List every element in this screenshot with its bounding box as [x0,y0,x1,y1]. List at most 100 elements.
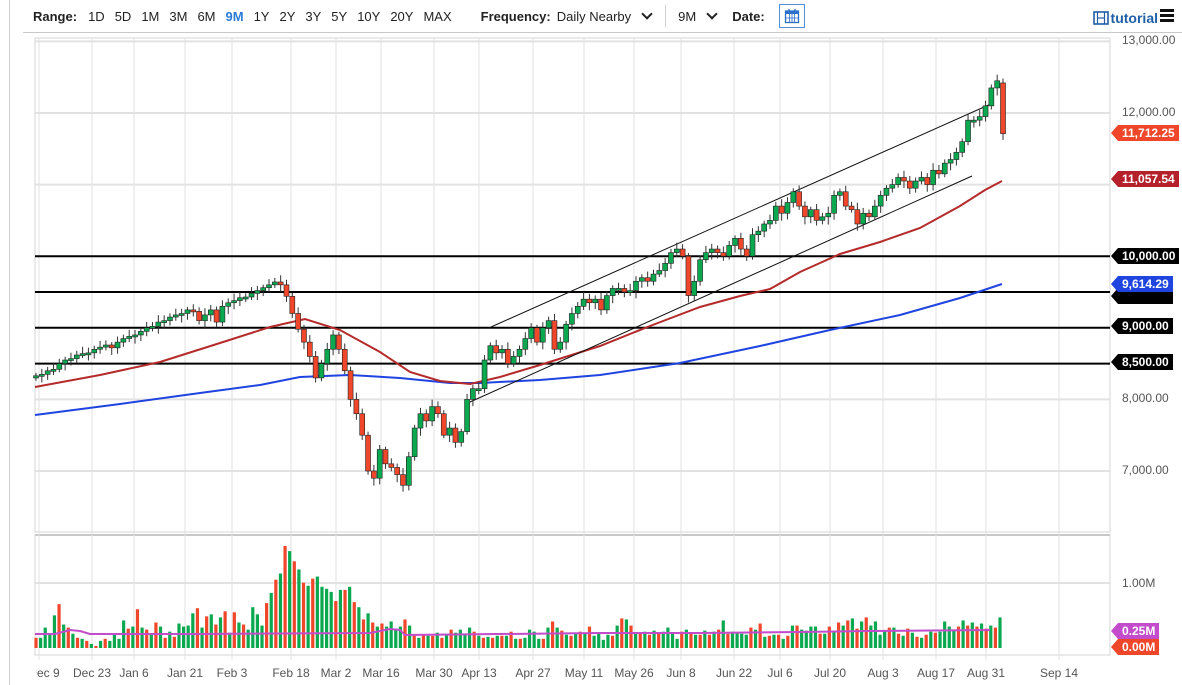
volume-bar [855,628,859,648]
candle-down [423,413,430,422]
volume-bar [804,630,808,648]
candle-down [586,298,593,304]
volume-bar [717,629,721,648]
volume-bar [467,627,472,648]
range-button-2y[interactable]: 2Y [279,8,296,24]
volume-bar [440,637,444,648]
candle-down [371,470,377,479]
candle-up [475,388,482,391]
y-axis-label: 13,000.00 [1122,33,1176,48]
volume-bar [426,635,430,648]
level-tag-10000: 10,000.00 [1110,248,1180,264]
volume-bar [610,635,615,648]
candle-up [417,413,424,429]
volume-bar [712,631,716,648]
calendar-icon [784,9,799,24]
range-button-9m[interactable]: 9M [225,8,244,24]
volume-bar [209,614,213,648]
candle-up [557,341,564,350]
volume-bar [352,602,356,648]
candle-up [126,336,133,339]
volume-bar [906,628,910,648]
volume-bar [278,573,283,648]
volume-bar [472,631,476,648]
period-dropdown[interactable]: 9M [678,8,726,24]
range-button-10y[interactable]: 10Y [357,8,381,24]
candle-up [470,388,476,400]
range-button-1d[interactable]: 1D [88,8,105,24]
candle-up [56,363,63,370]
volume-bar [984,628,988,648]
candle-up [784,202,791,214]
x-axis-label: Jan 6 [119,666,149,680]
candle-up [953,152,960,160]
volume-bar [477,635,481,648]
candle-up [91,348,98,354]
candle-up [499,348,505,354]
volume-bar [707,634,712,648]
hamburger-menu-icon[interactable] [1160,9,1174,24]
volume-bar [878,634,882,648]
candle-down [901,177,907,182]
volume-bar [763,636,767,648]
volume-bar [449,629,453,648]
candle-up [574,306,581,314]
candle-up [726,245,733,257]
candle-down [213,309,220,323]
calendar-button[interactable] [778,4,805,28]
volume-bar [306,585,310,648]
range-button-5d[interactable]: 5D [114,8,132,24]
x-axis-label: Mar 16 [362,666,400,680]
volume-bar [269,592,273,648]
volume-bar [108,640,112,648]
range-button-20y[interactable]: 20Y [390,8,414,24]
volume-bar [998,617,1002,648]
range-button-1m[interactable]: 1M [141,8,160,24]
tutorial-link[interactable]: tutorial [1092,10,1158,26]
volume-bar [606,634,610,648]
candle-down [924,177,931,185]
candle-up [918,177,925,182]
candle-up [872,205,878,218]
volume-bar [71,633,75,648]
candle-up [219,306,226,323]
candle-up [604,295,610,311]
volume-bar [772,634,776,648]
volume-bar [500,635,504,648]
candle-up [266,284,272,289]
candle-up [697,259,703,282]
frequency-dropdown[interactable]: Daily Nearby [557,8,661,24]
range-button-6m[interactable]: 6M [197,8,216,24]
candle-up [272,281,278,286]
candle-up [819,216,826,221]
range-button-5y[interactable]: 5Y [331,8,348,24]
volume-bar [389,621,393,648]
volume-bar [684,629,688,648]
x-axis-label: Feb 3 [216,666,248,680]
range-button-3y[interactable]: 3Y [305,8,322,24]
volume-bar [698,634,702,648]
candle-up [825,212,832,218]
range-button-max[interactable]: MAX [423,8,452,24]
range-button-3m[interactable]: 3M [169,8,188,24]
range-button-1y[interactable]: 1Y [253,8,270,24]
volume-ma-tag: 0.25M [1110,623,1160,639]
volume-bar [956,626,961,648]
candle-up [260,287,266,291]
candle-up [761,223,767,232]
candle-up [528,327,534,339]
candle-up [458,431,465,443]
volume-bar [541,638,545,648]
y-axis-label: 12,000.00 [1122,105,1176,119]
candle-up [941,162,948,175]
candle-up [569,313,575,325]
x-axis-label: Aug 3 [867,666,899,680]
candle-up [889,184,896,189]
candle-up [33,375,39,379]
volume-bar [495,635,499,648]
candle-up [545,320,552,329]
x-axis-label: Jun 22 [715,666,753,680]
volume-bar [860,621,864,648]
volume-bar [901,635,905,648]
